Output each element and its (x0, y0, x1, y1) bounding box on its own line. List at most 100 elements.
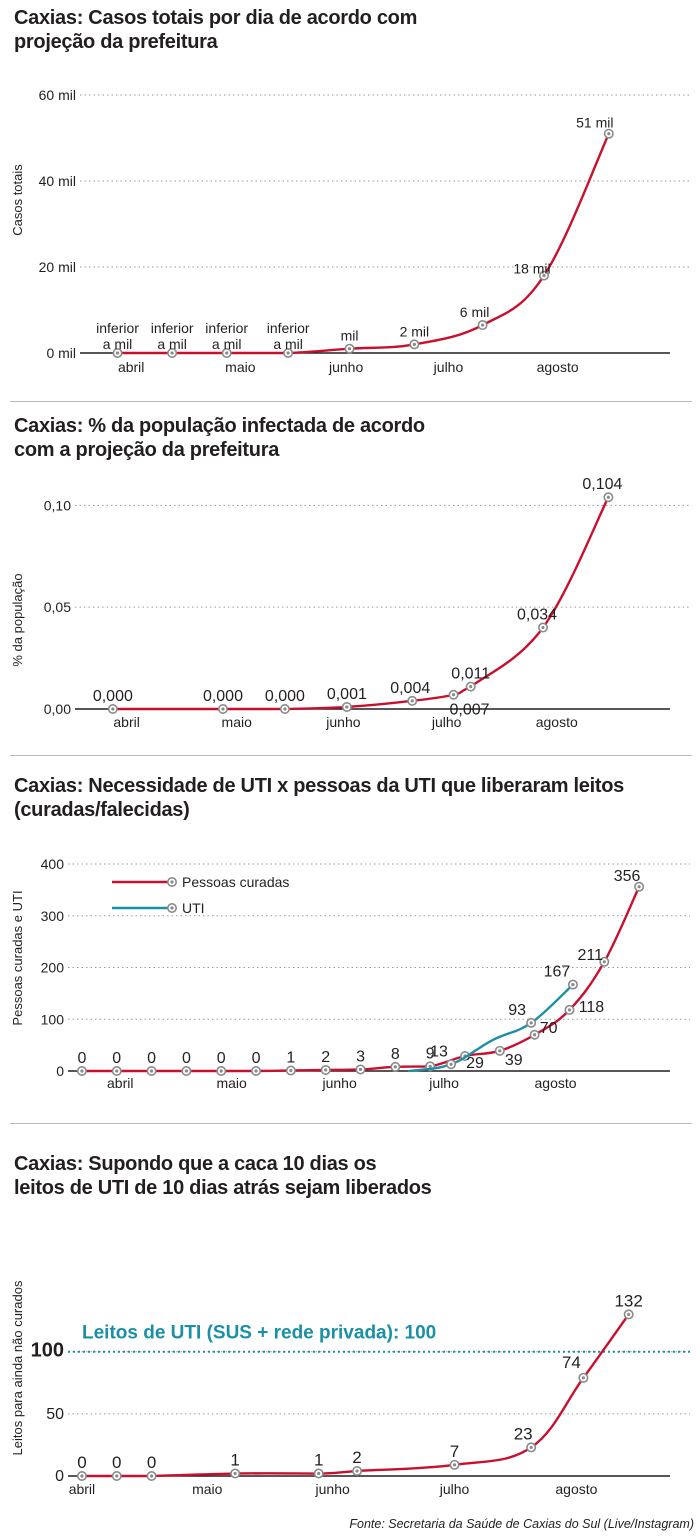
data-label: 39 (505, 1052, 523, 1069)
x-month-label: agosto (536, 714, 578, 730)
data-label: 7 (450, 1442, 459, 1461)
chart-svg-leitos-uti: 050100Leitos para ainda não curadosabril… (0, 1124, 700, 1537)
data-point-dot (568, 1008, 571, 1011)
data-label: 0,000 (265, 688, 305, 705)
data-point-dot (254, 1069, 257, 1072)
data-label: 23 (514, 1424, 533, 1443)
chart-panel-casos-totais: Caxias: Casos totais por dia de acordo c… (0, 0, 700, 400)
data-label: 74 (562, 1353, 581, 1372)
data-label: inferior a mil (267, 320, 310, 352)
data-label: 6 mil (460, 304, 490, 320)
x-month-label: junho (328, 359, 363, 375)
data-point-dot (355, 1469, 358, 1472)
data-point-dot (289, 1069, 292, 1072)
data-label: 93 (508, 1002, 526, 1019)
y-tick-label: 0,00 (44, 701, 71, 717)
data-label: 3 (356, 1048, 365, 1065)
x-month-label: maio (192, 1481, 223, 1497)
data-label: 167 (544, 964, 571, 981)
data-label: 0,011 (451, 666, 490, 683)
data-point-dot (498, 1049, 501, 1052)
data-point-dot (221, 707, 224, 710)
data-point-dot (80, 1474, 83, 1477)
chart-svg-casos-totais: 0 mil 20 mil 40 mil 60 mil Casos totais abril… (0, 0, 700, 400)
data-label: 0,034 (517, 607, 557, 624)
data-point-dot (627, 1313, 630, 1316)
y-axis-label: Leitos para ainda não curados (10, 1280, 25, 1455)
data-point-dot (345, 705, 348, 708)
y-tick-label: 0 (55, 1468, 64, 1485)
y-axis-label: Pessoas curadas e UTI (10, 890, 25, 1025)
data-point-dot (170, 880, 173, 883)
data-label: 0,000 (203, 688, 243, 705)
x-month-label: julho (433, 359, 464, 375)
data-point-dot (324, 1068, 327, 1071)
x-month-label: julho (439, 1481, 470, 1497)
data-point-dot (348, 347, 351, 350)
data-point-dot (638, 885, 641, 888)
data-label: 0 (77, 1453, 86, 1472)
y-tick-label: 50 (46, 1406, 64, 1423)
data-label: 356 (614, 868, 641, 885)
data-label: 0 (182, 1050, 191, 1067)
x-month-label: maio (222, 714, 253, 730)
data-point-dot (582, 1376, 585, 1379)
x-month-label: abril (118, 359, 144, 375)
data-point-dot (283, 707, 286, 710)
data-label: 51 mil (576, 115, 613, 131)
y-tick-label: 100 (41, 1011, 65, 1027)
y-tick-label: 40 mil (39, 173, 76, 189)
y-tick-label: 0,05 (44, 599, 71, 615)
data-point-dot (115, 1474, 118, 1477)
data-label: 0 (112, 1050, 121, 1067)
data-point-dot (411, 699, 414, 702)
data-label: 0 (112, 1453, 121, 1472)
legend-label: UTI (182, 900, 205, 916)
data-label: 0,104 (582, 476, 622, 493)
data-point-dot (530, 1446, 533, 1449)
x-month-label: abril (69, 1481, 95, 1497)
data-label: 0,000 (93, 688, 133, 705)
x-month-label: agosto (535, 1075, 577, 1091)
data-point-dot (80, 1069, 83, 1072)
data-label: 18 mil (513, 261, 550, 277)
data-label: 29 (466, 1055, 484, 1072)
data-point-dot (533, 1033, 536, 1036)
x-month-label: julho (428, 1075, 459, 1091)
y-tick-label: 60 mil (39, 87, 76, 103)
y-tick-label: 0 (56, 1063, 64, 1079)
data-label: 0,001 (327, 686, 367, 703)
data-label: 13 (430, 1043, 448, 1060)
data-point-dot (359, 1068, 362, 1071)
y-axis-label: Casos totais (10, 164, 25, 236)
data-label: 2 (352, 1448, 361, 1467)
data-label: 0 (147, 1050, 156, 1067)
data-point-dot (185, 1069, 188, 1072)
y-tick-label: 100 (31, 1340, 64, 1362)
data-label: 0,004 (390, 680, 430, 697)
data-point-dot (150, 1069, 153, 1072)
data-point-dot (115, 1069, 118, 1072)
chart-panel-populacao-infectada: Caxias: % da população infectada de acor… (0, 402, 700, 754)
chart-panel-leitos-uti: Caxias: Supondo que a caca 10 dias os le… (0, 1124, 700, 1537)
data-label: 118 (579, 999, 605, 1016)
data-point-dot (413, 343, 416, 346)
y-tick-label: 0 mil (46, 345, 76, 361)
y-axis-label: % da população (10, 573, 25, 666)
y-tick-label: 20 mil (39, 259, 76, 275)
data-point-dot (607, 496, 610, 499)
data-point-dot (603, 960, 606, 963)
data-label: 1 (286, 1049, 295, 1066)
data-label: mil (341, 328, 359, 344)
chart-svg-populacao-infectada: 0,000,050,10% da populaçãoabril maio junho… (0, 402, 700, 754)
data-label: 1 (314, 1451, 323, 1470)
x-month-label: maio (225, 359, 256, 375)
data-point-dot (220, 1069, 223, 1072)
data-point-dot (453, 1463, 456, 1466)
data-point-dot (449, 1063, 452, 1066)
data-point-dot (452, 693, 455, 696)
data-label: 0 (147, 1453, 156, 1472)
data-label: 0 (217, 1050, 226, 1067)
x-month-label: abril (113, 714, 139, 730)
